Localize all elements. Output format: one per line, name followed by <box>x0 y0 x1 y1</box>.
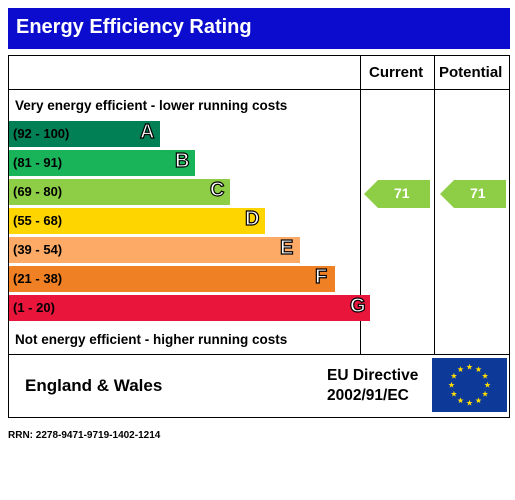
potential-rating-arrow: 71 <box>440 180 506 208</box>
directive-line2: 2002/91/EC <box>327 387 409 404</box>
eu-star-icon <box>482 390 489 397</box>
rating-table: Current Potential Very energy efficient … <box>8 55 510 418</box>
current-rating-arrow: 71 <box>364 180 430 208</box>
bottom-caption: Not energy efficient - higher running co… <box>15 332 288 347</box>
eu-star-icon <box>450 390 457 397</box>
directive-line1: EU Directive <box>327 367 419 384</box>
band-range: (92 - 100) <box>13 126 70 141</box>
top-caption: Very energy efficient - lower running co… <box>15 98 288 113</box>
footer-divider <box>9 354 509 355</box>
band-letter: A <box>139 120 155 143</box>
eu-star-icon <box>457 397 464 404</box>
band-a: (92 - 100) A <box>9 120 160 147</box>
header-divider <box>9 89 509 90</box>
current-rating-arrow-value: 71 <box>394 185 410 201</box>
band-letter: G <box>349 294 366 317</box>
potential-rating-arrow-value: 71 <box>470 185 486 201</box>
band-c: (69 - 80) C <box>9 178 230 205</box>
eu-star-icon <box>484 381 491 388</box>
eu-star-icon <box>482 372 489 379</box>
current-column-divider <box>360 56 361 354</box>
eu-star-icon <box>448 381 455 388</box>
potential-column-divider <box>434 56 435 354</box>
eu-star-icon <box>457 366 464 372</box>
title-bar: Energy Efficiency Rating <box>8 8 510 49</box>
band-b: (81 - 91) B <box>9 149 195 176</box>
current-header: Current <box>369 64 424 81</box>
band-range: (39 - 54) <box>13 242 63 257</box>
band-range: (81 - 91) <box>13 155 63 170</box>
eu-star-icon <box>466 363 473 370</box>
band-range: (69 - 80) <box>13 184 63 199</box>
band-range: (55 - 68) <box>13 213 63 228</box>
band-range: (1 - 20) <box>13 300 55 315</box>
eu-star-icon <box>475 397 482 404</box>
page-title: Energy Efficiency Rating <box>16 16 252 38</box>
potential-header: Potential <box>439 64 503 81</box>
region-label: England & Wales <box>25 376 163 395</box>
band-letter: B <box>174 149 190 172</box>
band-e: (39 - 54) E <box>9 236 300 263</box>
eu-directive: EU Directive 2002/91/EC <box>327 366 418 406</box>
rrn-text: RRN: 2278-9471-9719-1402-1214 <box>8 430 161 441</box>
eu-stars <box>448 363 491 406</box>
band-range: (21 - 38) <box>13 271 63 286</box>
band-g: (1 - 20) G <box>9 294 370 321</box>
eu-flag-icon <box>432 358 507 412</box>
band-f: (21 - 38) F <box>9 265 335 292</box>
eu-star-icon <box>450 372 457 379</box>
band-letter: E <box>279 236 294 259</box>
band-letter: C <box>209 178 225 201</box>
eu-star-icon <box>475 366 482 372</box>
band-letter: F <box>314 265 328 288</box>
eu-star-icon <box>466 399 473 406</box>
band-d: (55 - 68) D <box>9 207 265 234</box>
band-letter: D <box>244 207 260 230</box>
